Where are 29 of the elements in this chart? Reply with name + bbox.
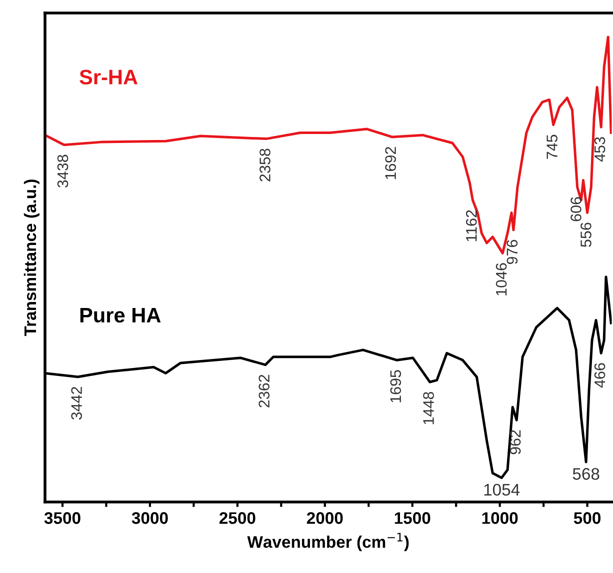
- text: Sr-HA: [80, 70, 138, 84]
- y-axis-title: Transmittance (a.u.): [24, 180, 40, 336]
- annotation: 556: [580, 222, 592, 247]
- annotation: 1054: [484, 484, 520, 496]
- x-tick-label: 2500: [219, 512, 256, 524]
- annotation: 745: [546, 134, 558, 159]
- annotation: 1162: [466, 210, 477, 242]
- x-tick-label: 500: [574, 512, 601, 524]
- text: Pure HA: [80, 308, 161, 323]
- annotation: 453: [594, 137, 606, 162]
- x-tick-label: 3000: [132, 512, 168, 524]
- annotation: 976: [506, 240, 518, 264]
- annotation: 2362: [258, 374, 270, 408]
- x-tick-label: 1000: [482, 512, 518, 524]
- annotation: 1448: [423, 392, 434, 424]
- annotation: 1695: [390, 370, 402, 402]
- annotation: 962: [510, 430, 521, 454]
- x-tick-label: 1500: [394, 512, 430, 524]
- annotation: 1692: [385, 147, 396, 180]
- annotation: 568: [572, 468, 600, 480]
- annotation: 3438: [57, 154, 68, 188]
- annotation: 3442: [71, 386, 82, 420]
- x-tick-label: 2000: [306, 512, 343, 524]
- annotation: 466: [594, 363, 606, 388]
- annotation: 1046: [496, 263, 507, 296]
- annotation: 2358: [260, 148, 270, 182]
- x-axis-title: Wavenumber (cm$^{−1}$): [247, 532, 409, 552]
- x-tick-label: 3500: [44, 512, 80, 524]
- annotation: 606: [570, 197, 582, 222]
